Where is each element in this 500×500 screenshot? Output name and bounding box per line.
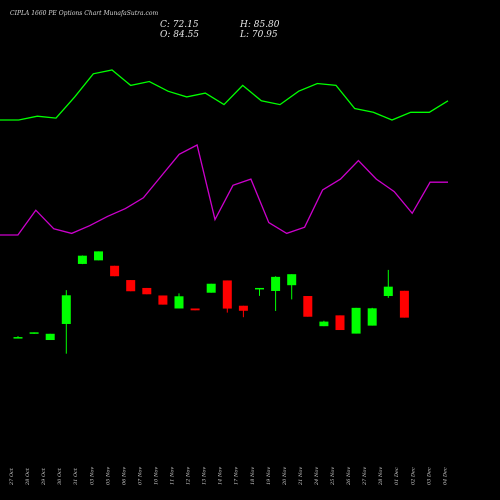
candle [238, 305, 248, 318]
x-tick-label: 18 Nov [250, 467, 256, 485]
candle [383, 269, 393, 298]
x-tick-label: 06 Nov [121, 467, 127, 485]
x-tick-label: 21 Nov [298, 467, 304, 486]
candle-body [77, 255, 87, 264]
x-tick-label: 07 Nov [137, 467, 143, 485]
candle-body [255, 287, 264, 290]
candle-body [399, 290, 409, 318]
x-tick-label: 29 Oct [41, 467, 47, 486]
candle [110, 265, 120, 277]
candle-body [61, 295, 71, 324]
x-tick-label: 25 Nov [330, 467, 336, 486]
x-tick-label: 12 Nov [186, 467, 192, 485]
x-axis: 27 Oct 28 Oct 29 Oct 30 Oct 31 Oct 03 Nov 05 N… [9, 467, 448, 486]
x-tick-label: 27 Oct [9, 467, 15, 486]
low-value: L: 70.95 [240, 30, 278, 40]
candle-body [383, 286, 393, 297]
x-tick-label: 24 Nov [314, 467, 320, 486]
candle-body [158, 295, 168, 305]
x-tick-label: 03 Nov [89, 467, 95, 485]
candle-body [238, 305, 248, 311]
x-tick-label: 13 Nov [202, 467, 208, 485]
candle-body [45, 333, 55, 341]
x-tick-label: 04 Dec [442, 467, 448, 485]
candle [287, 274, 297, 300]
x-tick-label: 19 Nov [266, 467, 272, 485]
candle [29, 332, 39, 334]
candle [206, 283, 216, 293]
candle [158, 295, 168, 305]
candle [303, 296, 313, 317]
open-value: O: 84.55 [160, 30, 200, 40]
high-value: H: 85.80 [240, 20, 280, 30]
candle [13, 336, 23, 339]
candle [319, 320, 329, 327]
candle-body [110, 265, 120, 277]
candle-body [13, 337, 23, 339]
candle [45, 333, 55, 341]
candle [77, 255, 87, 265]
indicator-lines [0, 69, 449, 236]
candle-body [190, 308, 200, 311]
candle [174, 293, 184, 309]
candles [13, 251, 409, 354]
x-tick-label: 14 Nov [218, 467, 224, 485]
candle-body [351, 307, 361, 334]
candle [190, 308, 200, 311]
candle [222, 280, 232, 313]
x-tick-label: 28 Nov [378, 467, 384, 486]
candle [335, 315, 345, 331]
candle-body [287, 274, 297, 286]
candle-body [222, 280, 232, 309]
x-tick-label: 03 Dec [426, 467, 432, 485]
green-indicator-line [0, 69, 449, 121]
candle [142, 287, 152, 295]
magenta-indicator-line [0, 144, 448, 236]
candle-body [126, 280, 136, 292]
candle-body [94, 251, 103, 261]
candle [255, 287, 264, 296]
candle-body [142, 287, 152, 295]
x-tick-label: 31 Oct [73, 467, 79, 485]
candle-body [303, 296, 313, 317]
candle-body [174, 296, 184, 309]
candle-body [29, 332, 39, 334]
candle [61, 290, 71, 354]
candle [126, 280, 136, 292]
candle-body [206, 283, 216, 293]
x-tick-label: 26 Nov [346, 467, 352, 486]
chart-title: CIPLA 1660 PE Options Chart MunafaSutra.… [10, 10, 159, 17]
x-tick-label: 17 Nov [234, 467, 240, 485]
x-tick-label: 20 Nov [282, 467, 288, 486]
x-tick-label: 01 Dec [394, 467, 400, 485]
x-tick-label: 02 Dec [410, 467, 416, 485]
candle [367, 307, 377, 326]
x-tick-label: 28 Oct [25, 467, 31, 486]
close-value: C: 72.15 [160, 20, 199, 30]
candle [399, 290, 409, 318]
candle-body [319, 321, 329, 327]
x-tick-label: 11 Nov [170, 467, 176, 485]
x-tick-label: 30 Oct [57, 467, 63, 485]
candle-body [367, 308, 377, 326]
candle [271, 276, 281, 311]
x-tick-label: 10 Nov [153, 467, 159, 485]
x-tick-label: 05 Nov [105, 467, 111, 485]
candle-body [335, 315, 345, 331]
candle [351, 307, 361, 334]
x-tick-label: 27 Nov [362, 467, 368, 486]
candle-body [271, 276, 281, 291]
candle [94, 251, 103, 261]
